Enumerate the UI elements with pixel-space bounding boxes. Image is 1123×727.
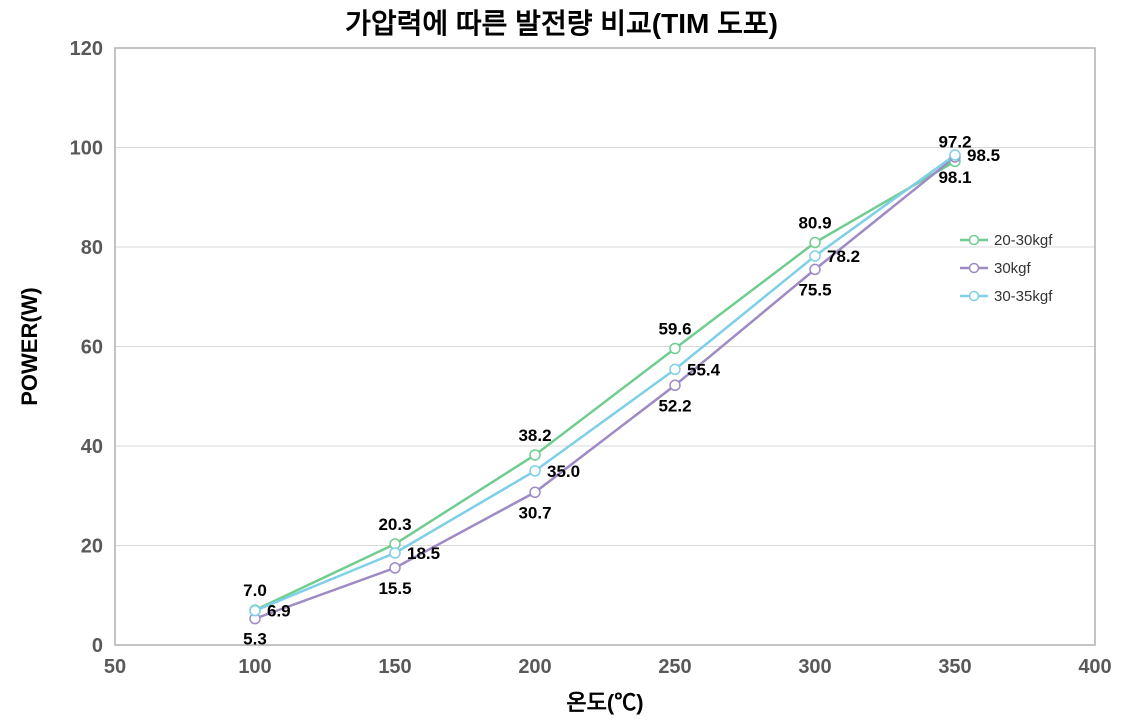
series-marker-2 xyxy=(950,150,960,160)
data-label-2-1: 18.5 xyxy=(407,544,440,563)
y-tick-label: 100 xyxy=(70,138,103,160)
power-vs-temperature-chart: 50 100 150 200 250 300 350 400 0 20 40 60 80 100 120 가압… xyxy=(0,0,1123,727)
series-marker-1 xyxy=(530,487,540,497)
x-tick-label: 250 xyxy=(658,656,691,678)
legend-item-label: 30-35kgf xyxy=(994,288,1053,305)
data-label-1-3: 52.2 xyxy=(658,396,691,415)
series-marker-1 xyxy=(390,563,400,573)
x-tick-label: 400 xyxy=(1078,656,1111,678)
legend-swatch-marker xyxy=(970,264,979,273)
y-tick-label: 120 xyxy=(70,38,103,60)
series-marker-0 xyxy=(810,238,820,248)
y-tick-label: 40 xyxy=(81,436,103,458)
data-label-2-5: 98.5 xyxy=(967,146,1000,165)
legend-swatch-marker xyxy=(970,236,979,245)
data-label-2-3: 55.4 xyxy=(687,360,721,379)
legend-swatch-marker xyxy=(970,292,979,301)
chart-title: 가압력에 따른 발전량 비교(TIM 도포) xyxy=(345,8,778,39)
series-marker-1 xyxy=(670,380,680,390)
x-tick-label: 200 xyxy=(518,656,551,678)
series-marker-0 xyxy=(530,450,540,460)
data-label-0-0: 7.0 xyxy=(243,581,267,600)
series-marker-0 xyxy=(670,343,680,353)
data-label-1-0: 5.3 xyxy=(243,630,267,649)
data-label-0-4: 80.9 xyxy=(798,214,831,233)
series-marker-2 xyxy=(810,251,820,261)
data-label-1-2: 30.7 xyxy=(518,503,551,522)
x-axis-label: 온도(℃) xyxy=(566,690,643,715)
x-tick-label: 350 xyxy=(938,656,971,678)
data-label-2-2: 35.0 xyxy=(547,462,580,481)
data-label-0-2: 38.2 xyxy=(518,426,551,445)
data-label-1-4: 75.5 xyxy=(798,280,831,299)
data-label-0-1: 20.3 xyxy=(378,515,411,534)
legend-item-label: 30kgf xyxy=(994,260,1032,277)
y-tick-label: 20 xyxy=(81,536,103,558)
chart-container: 50 100 150 200 250 300 350 400 0 20 40 60 80 100 120 가압… xyxy=(0,0,1123,727)
data-label-0-3: 59.6 xyxy=(658,319,691,338)
y-tick-label: 60 xyxy=(81,337,103,359)
x-tick-label: 100 xyxy=(238,656,271,678)
series-marker-2 xyxy=(670,364,680,374)
legend-item-label: 20-30kgf xyxy=(994,232,1053,249)
x-tick-label: 300 xyxy=(798,656,831,678)
x-tick-label: 150 xyxy=(378,656,411,678)
data-label-1-1: 15.5 xyxy=(378,579,411,598)
series-marker-1 xyxy=(810,264,820,274)
data-label-2-0: 6.9 xyxy=(267,602,291,621)
series-marker-2 xyxy=(390,548,400,558)
y-axis-label: POWER(W) xyxy=(17,287,42,406)
series-marker-2 xyxy=(530,466,540,476)
data-label-1-5: 98.1 xyxy=(938,168,971,187)
y-tick-label: 0 xyxy=(92,635,103,657)
x-tick-label: 50 xyxy=(104,656,126,678)
chart-background xyxy=(0,0,1123,727)
series-marker-2 xyxy=(250,606,260,616)
data-label-2-4: 78.2 xyxy=(827,247,860,266)
y-tick-label: 80 xyxy=(81,237,103,259)
